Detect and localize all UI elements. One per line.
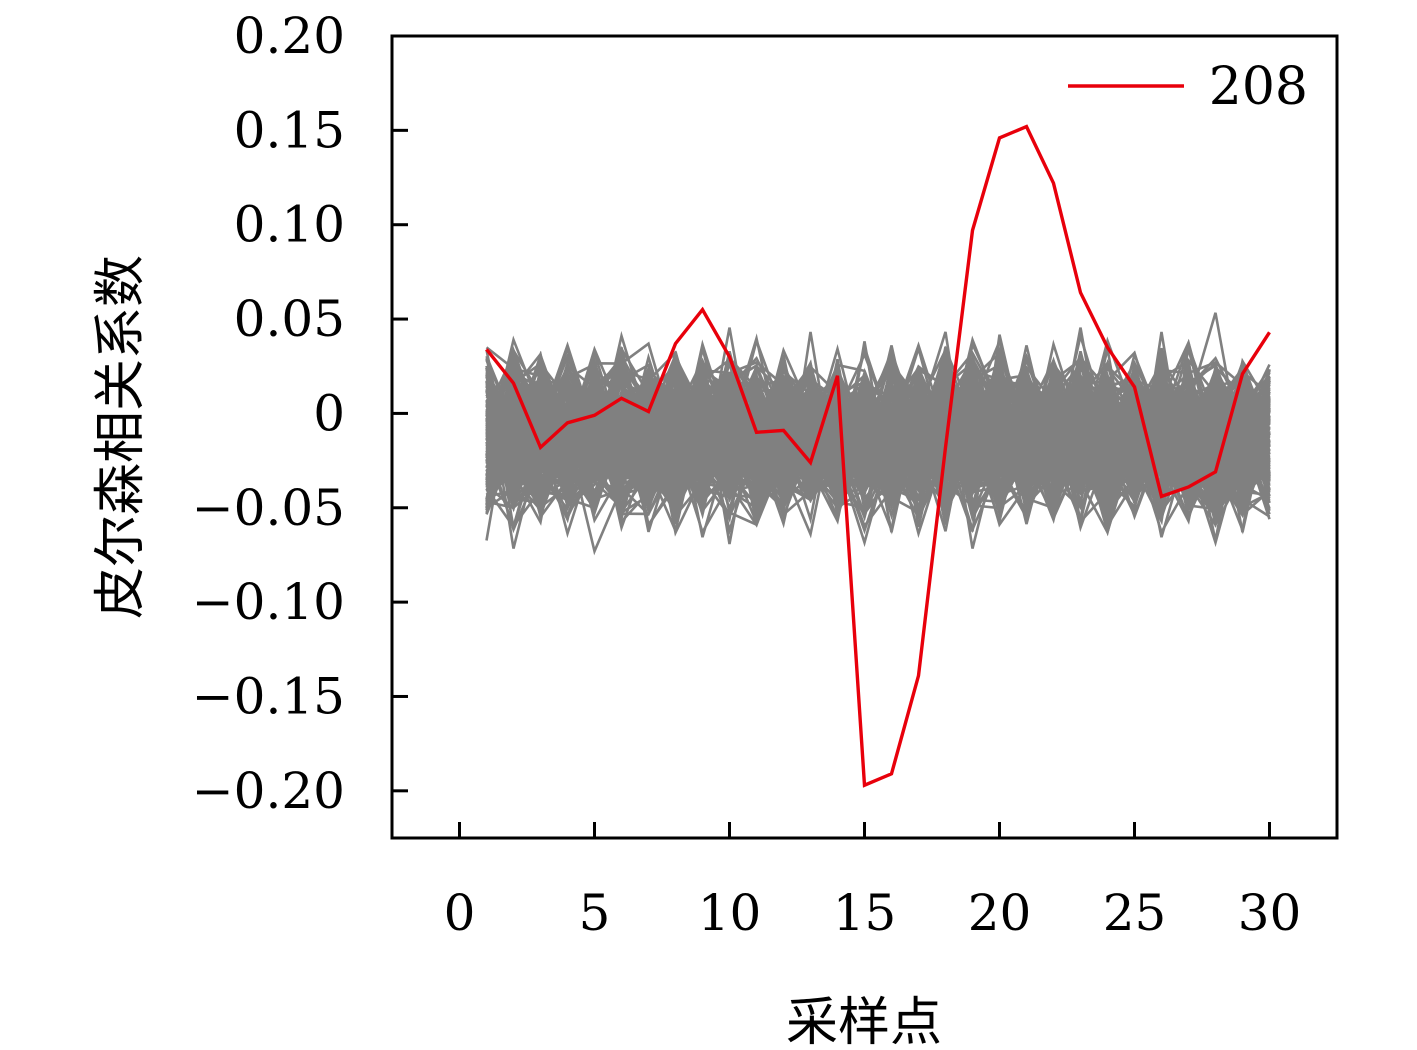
y-tick-label: −0.15 <box>192 667 345 725</box>
background-series-group <box>485 312 1271 556</box>
y-tick-label: 0.15 <box>234 101 345 159</box>
x-tick-label: 30 <box>1238 884 1302 942</box>
background-series-line <box>485 366 1271 525</box>
background-series-line <box>486 376 1271 525</box>
y-tick-label: 0.10 <box>234 196 345 254</box>
x-axis-ticks: 0 5 10 15 20 25 30 <box>444 822 1302 942</box>
x-tick-label: 20 <box>968 884 1032 942</box>
legend: 208 <box>1068 57 1308 117</box>
y-axis-ticks: 0.20 0.15 0.10 0.05 0 −0.05 −0.10 −0.15 −0.20 <box>192 7 408 820</box>
legend-label: 208 <box>1209 57 1308 117</box>
y-tick-label: 0.20 <box>234 7 345 65</box>
x-axis-title: 采样点 <box>786 993 942 1050</box>
background-series-line <box>485 350 1271 548</box>
background-series-line <box>485 377 1271 508</box>
x-tick-label: 0 <box>444 884 476 942</box>
y-axis-title: 皮尔森相关系数 <box>91 255 151 619</box>
highlight-series-group <box>485 124 1271 788</box>
x-tick-label: 10 <box>698 884 762 942</box>
y-tick-label: −0.20 <box>192 762 345 820</box>
y-tick-label: −0.10 <box>192 573 345 631</box>
y-tick-label: 0.05 <box>234 290 345 348</box>
y-tick-label: 0 <box>313 384 345 442</box>
x-tick-label: 5 <box>579 884 611 942</box>
background-series-line <box>486 345 1270 522</box>
x-tick-label: 15 <box>833 884 897 942</box>
series-208-line <box>485 124 1271 788</box>
x-tick-label: 25 <box>1103 884 1167 942</box>
y-tick-label: −0.05 <box>192 479 345 537</box>
background-series-line <box>485 387 1270 498</box>
